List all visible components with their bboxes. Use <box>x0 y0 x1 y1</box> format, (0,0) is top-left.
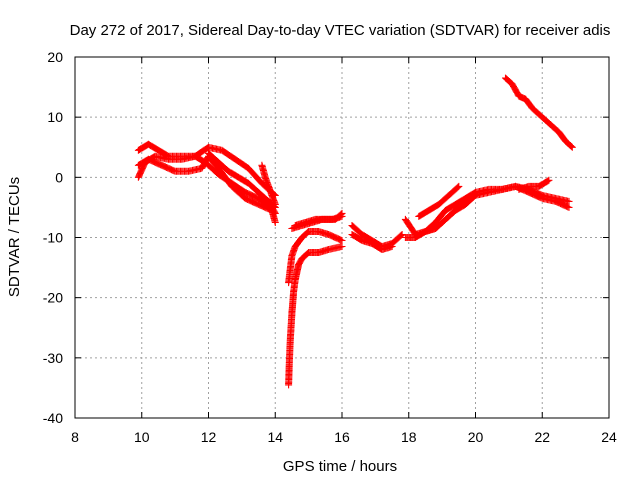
x-tick-label: 24 <box>601 429 617 445</box>
series-night-trace-d <box>421 188 479 235</box>
y-tick-label: -30 <box>43 350 63 366</box>
series-morning-trace-b <box>134 140 279 199</box>
x-tick-label: 20 <box>468 429 484 445</box>
series-late-rise <box>515 176 553 193</box>
marker-trace <box>502 74 576 151</box>
x-axis-label: GPS time / hours <box>283 458 397 475</box>
chart-title: Day 272 of 2017, Sidereal Day-to-day VTE… <box>70 22 611 39</box>
data-marks <box>134 74 576 389</box>
series-morning-trace-d <box>205 149 279 211</box>
y-tick-label: 20 <box>47 49 63 65</box>
marker-trace <box>415 182 463 220</box>
marker-trace <box>515 176 553 193</box>
y-tick-label: -10 <box>43 230 63 246</box>
marker-trace <box>205 149 279 211</box>
y-tick-label: -20 <box>43 290 63 306</box>
series-afternoon-trace-b <box>291 209 346 229</box>
marker-trace <box>134 140 279 199</box>
marker-trace <box>285 243 346 389</box>
marker-trace <box>134 152 279 226</box>
x-tick-label: 22 <box>534 429 550 445</box>
series-late-trace <box>502 74 576 151</box>
y-tick-label: 10 <box>47 109 63 125</box>
series-evening-trace-b <box>348 231 396 253</box>
series-morning-trace-c <box>134 152 279 226</box>
y-tick-label: 0 <box>55 169 63 185</box>
x-tick-label: 16 <box>334 429 350 445</box>
marker-trace <box>285 228 346 287</box>
series-dip-trace-b <box>285 228 346 287</box>
axis-ticks: 8 10 12 14 16 18 20 22 24 -40 -30 -20 -10 0 10 20 <box>43 49 617 445</box>
marker-trace <box>291 209 346 229</box>
x-tick-label: 18 <box>401 429 417 445</box>
y-axis-label: SDTVAR / TECUs <box>6 177 23 297</box>
x-tick-label: 8 <box>71 429 79 445</box>
series-dip-trace <box>285 243 346 389</box>
x-tick-label: 12 <box>201 429 217 445</box>
marker-trace <box>348 231 396 253</box>
marker-trace <box>258 161 279 208</box>
series-morning-trace-e <box>258 161 279 208</box>
marker-trace <box>421 188 479 235</box>
y-tick-label: -40 <box>43 410 63 426</box>
x-tick-label: 10 <box>134 429 150 445</box>
series-night-trace-c <box>415 182 463 220</box>
x-tick-label: 14 <box>267 429 283 445</box>
